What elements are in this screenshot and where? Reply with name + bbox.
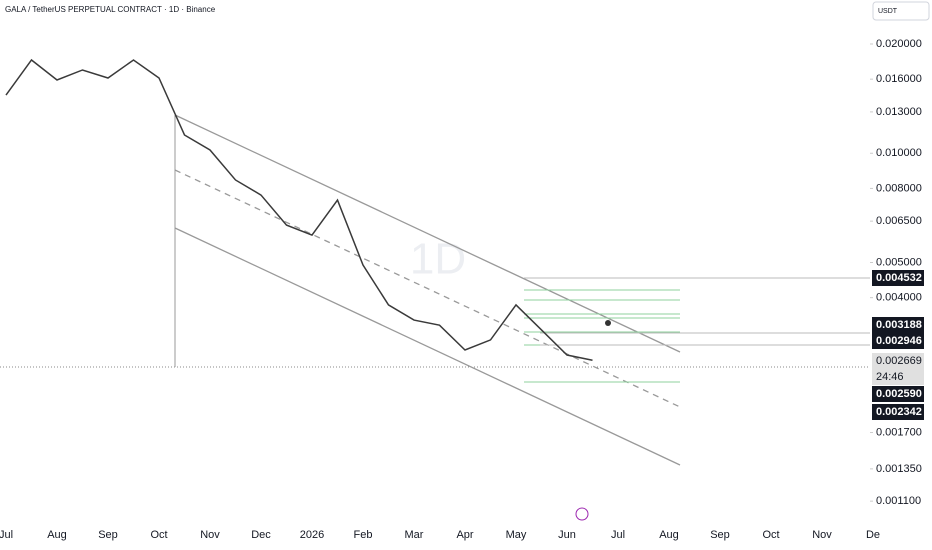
y-tick-label: 0.006500 [876, 215, 922, 227]
price-label: 24:46 [876, 371, 904, 383]
x-tick-label: Oct [762, 529, 779, 541]
y-tick-label: 0.001350 [876, 463, 922, 475]
symbol-title: GALA / TetherUS PERPETUAL CONTRACT · 1D … [5, 5, 216, 14]
x-tick-label: Mar [405, 529, 424, 541]
y-tick-label: 0.001700 [876, 426, 922, 438]
currency[interactable]: USDT [878, 8, 898, 15]
x-tick-label: Jul [611, 529, 625, 541]
price-label-box [872, 353, 924, 369]
price-label-box [872, 317, 924, 333]
price-label: 0.002669 [876, 355, 922, 367]
x-tick-label: De [866, 529, 880, 541]
level-lines [524, 277, 870, 346]
watermark: 1D [410, 235, 466, 284]
x-tick-label: Nov [200, 529, 220, 541]
x-tick-label: Sep [98, 529, 118, 541]
y-tick-label: 0.013000 [876, 106, 922, 118]
price-line [5, 58, 593, 361]
y-tick-label: 0.020000 [876, 38, 922, 50]
y-tick-label: 0.001100 [876, 495, 921, 507]
price-labels: 0.004532 0.003188 0.002946 0.002669 24:46 0.0… [872, 270, 924, 420]
x-tick-label: 2026 [300, 529, 324, 541]
price-label: 0.003188 [876, 319, 922, 331]
channel-middle [174, 169, 681, 408]
price-label-box [872, 369, 924, 385]
price-label: 0.002590 [876, 388, 922, 400]
y-tick-label: 0.016000 [876, 73, 922, 85]
x-tick-label: Apr [456, 529, 473, 541]
price-label-box [872, 333, 924, 349]
x-tick-label: Aug [47, 529, 67, 541]
x-tick-label: Jun [558, 529, 576, 541]
x-tick-label: Oct [150, 529, 167, 541]
y-tick-label: 0.004000 [876, 292, 922, 304]
channel-lower [174, 227, 681, 466]
x-tick-label: May [506, 529, 527, 541]
x-tick-label: Feb [354, 529, 373, 541]
x-tick-label: Aug [659, 529, 679, 541]
channel-upper [174, 114, 681, 353]
price-label-box [872, 270, 924, 286]
price-label-box [872, 386, 924, 402]
event-icon[interactable] [575, 507, 589, 521]
x-tick-label: Nov [812, 529, 832, 541]
drawing-handle[interactable] [605, 320, 611, 326]
x-tick-label: Sep [710, 529, 730, 541]
price-label: 0.002342 [876, 406, 922, 418]
y-tick-label: 0.008000 [876, 182, 922, 194]
price-label: 0.004532 [876, 272, 922, 284]
y-tick-label: 0.010000 [876, 147, 922, 159]
x-tick-label: Dec [251, 529, 271, 541]
price-label: 0.002946 [876, 335, 922, 347]
y-tick-label: 0.005000 [876, 256, 922, 268]
price-label-box [872, 404, 924, 420]
x-tick-label: Jul [0, 529, 13, 541]
currency-box[interactable] [872, 1, 930, 21]
